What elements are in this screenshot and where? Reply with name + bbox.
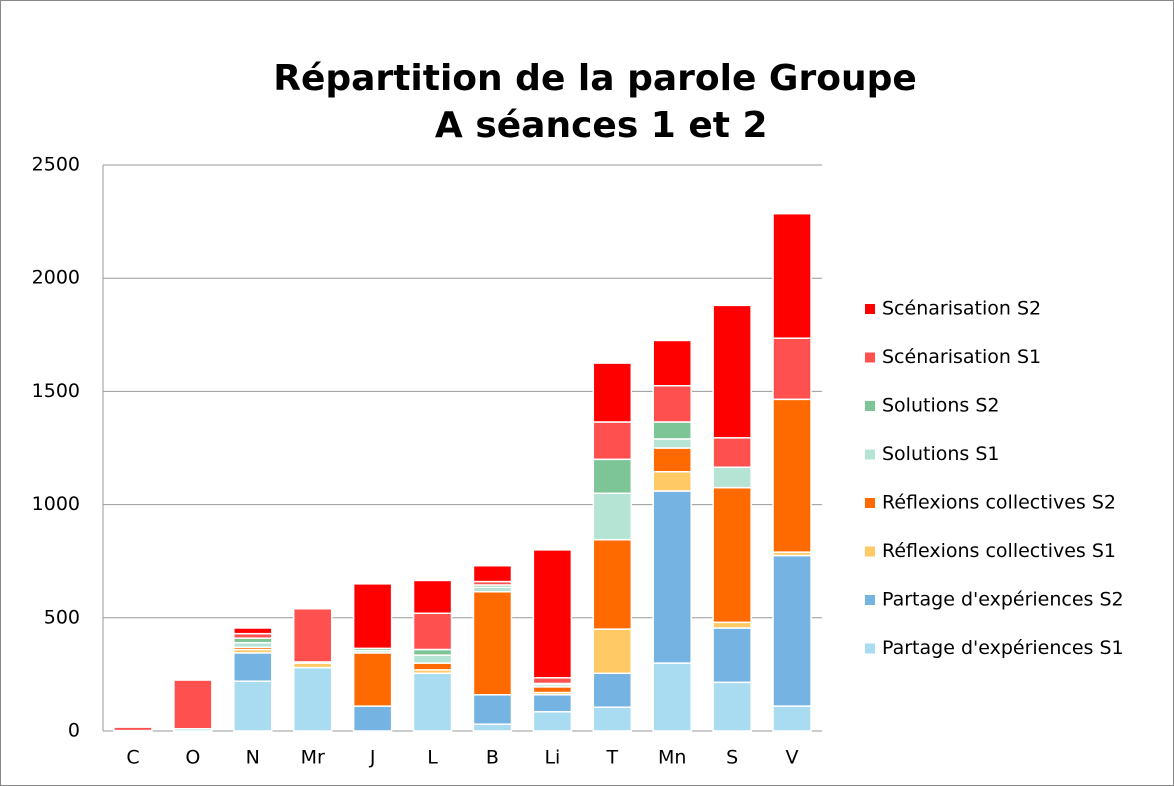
bar-segment	[472, 564, 513, 583]
y-tick-label: 0	[68, 720, 80, 742]
bar-segment	[352, 583, 393, 650]
bar-segment	[412, 654, 453, 664]
bar-segment	[233, 652, 273, 682]
legend-label: Partage d'expériences S2	[882, 589, 1124, 611]
bar-segment	[592, 706, 633, 732]
legend-swatch	[865, 401, 875, 411]
bar-segment	[412, 662, 453, 671]
chart-title: Répartition de la parole Groupe A séance…	[273, 58, 917, 146]
bar-segment	[652, 384, 692, 423]
legend-label: Scénarisation S1	[882, 346, 1041, 368]
x-tick-label: V	[786, 747, 799, 769]
bar-segment	[233, 680, 273, 732]
x-tick-label: Mn	[658, 747, 686, 769]
bar-segment	[772, 554, 812, 707]
bar-segment	[412, 672, 453, 732]
x-tick-label: T	[605, 747, 618, 769]
legend-label: Réflexions collectives S1	[882, 540, 1116, 562]
y-tick-label: 500	[44, 606, 80, 628]
bar-segment	[712, 627, 752, 684]
x-tick-label: Mr	[301, 747, 325, 769]
bar-segment	[712, 681, 752, 732]
bar-segment	[412, 648, 453, 656]
bar-segment	[772, 398, 812, 553]
y-tick-label: 1000	[32, 493, 80, 515]
bar-segment	[292, 666, 333, 732]
y-tick-label: 1500	[32, 380, 80, 402]
bar-segment	[592, 538, 633, 630]
bar-segment	[532, 686, 573, 694]
bar-segment	[592, 421, 633, 461]
bar-segment	[412, 579, 453, 615]
bar-segment	[652, 339, 692, 387]
bar-segment	[712, 466, 752, 489]
bar-segment	[532, 711, 573, 732]
legend-label: Partage d'expériences S1	[882, 637, 1124, 659]
bar-segment	[532, 694, 573, 713]
bar-segment	[652, 447, 692, 473]
bar-segment	[712, 304, 752, 439]
legend-swatch	[865, 449, 875, 460]
x-tick-label: J	[369, 747, 376, 769]
bar-segment	[472, 723, 513, 732]
bar-segment	[292, 607, 333, 663]
bar-segment	[592, 672, 633, 708]
bar-segment	[592, 628, 633, 675]
bar-segment	[412, 612, 453, 651]
legend-swatch	[865, 304, 875, 314]
legend-label: Réflexions collectives S2	[882, 492, 1116, 514]
bar-segment	[652, 438, 692, 449]
x-tick-label: N	[246, 747, 260, 769]
bar-segment	[352, 705, 393, 732]
x-tick-label: L	[427, 747, 438, 769]
bar-segment	[772, 212, 812, 339]
bar-segment	[173, 679, 213, 730]
x-tick-label: O	[185, 747, 200, 769]
bar-segment	[652, 421, 692, 440]
y-tick-label: 2500	[32, 154, 80, 176]
legend-label: Scénarisation S2	[882, 298, 1041, 320]
x-tick-label: C	[126, 747, 139, 769]
bar-segment	[772, 337, 812, 401]
legend-swatch	[865, 643, 875, 654]
bar-segment	[472, 591, 513, 696]
bar-segment	[652, 471, 692, 492]
bar-segment	[532, 549, 573, 679]
bar-segment	[532, 677, 573, 685]
bar-segment	[592, 492, 633, 541]
bar-segment	[592, 458, 633, 495]
legend-swatch	[865, 498, 875, 508]
bar-segment	[113, 726, 153, 732]
bar-segment	[352, 652, 393, 707]
legend-swatch	[865, 546, 875, 557]
y-tick-label: 2000	[32, 267, 80, 289]
bar-segment	[652, 490, 692, 664]
bar-segment	[712, 437, 752, 468]
bar-segment	[712, 486, 752, 624]
legend-label: Solutions S2	[882, 395, 1000, 417]
bar-segment	[772, 705, 812, 732]
bar-segment	[592, 362, 633, 423]
x-tick-label: Li	[544, 747, 560, 769]
bar-segment	[472, 694, 513, 725]
bar-segment	[233, 627, 273, 635]
bar-segment	[712, 621, 752, 629]
legend-swatch	[865, 352, 875, 363]
legend-label: Solutions S1	[882, 443, 1000, 465]
x-tick-label: S	[726, 747, 738, 769]
legend-swatch	[865, 595, 875, 605]
x-tick-label: B	[486, 747, 499, 769]
bar-segment	[652, 662, 692, 732]
